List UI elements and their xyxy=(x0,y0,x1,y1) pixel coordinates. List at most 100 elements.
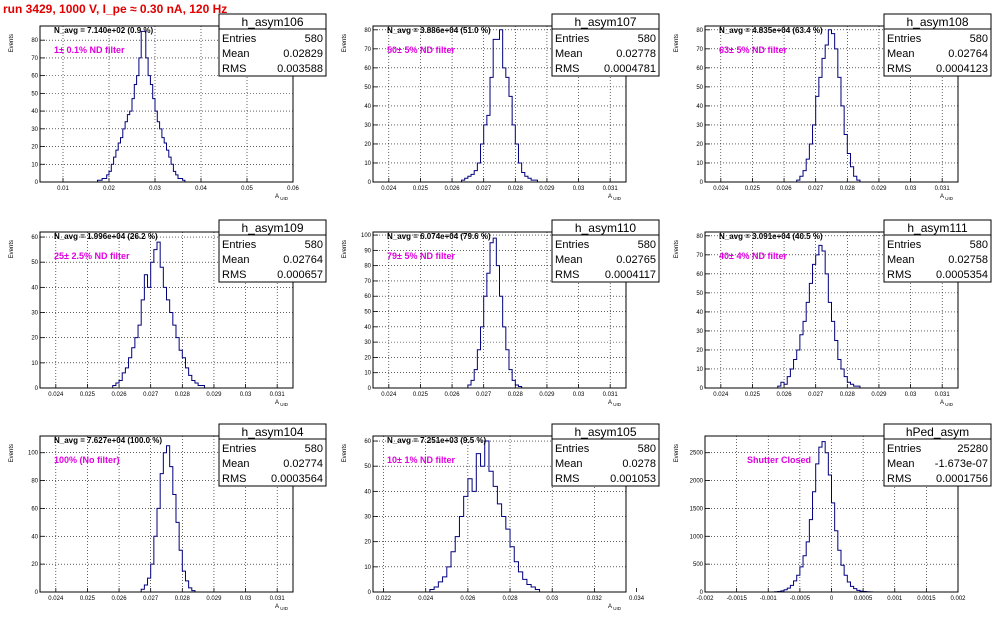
x-tick-label: 0 xyxy=(830,596,834,602)
x-tick-label: 0.027 xyxy=(143,392,159,398)
y-tick-label: 80 xyxy=(696,28,703,34)
x-tick-label: 0.025 xyxy=(80,392,96,398)
histogram-panel: 0.024 0.025 0.026 0.027 0.028 0.029 0.03 0.031 0… xyxy=(9,423,327,611)
x-tick-label: 0.024 xyxy=(48,392,64,398)
stat-label: RMS xyxy=(555,63,579,75)
x-tick-label: 0.03 xyxy=(546,596,558,602)
stat-label: Mean xyxy=(555,458,583,470)
y-tick-label: 80 xyxy=(696,234,703,240)
filter-label: 100% (No filter) xyxy=(54,455,120,465)
histogram-line xyxy=(140,445,196,592)
x-tick-label: 0.028 xyxy=(508,186,524,192)
histogram-panel: -0.002 -0.0015 -0.001 -0.0005 0 0.0005 0.001 0.… xyxy=(674,423,992,602)
histogram-panel: 0.024 0.025 0.026 0.027 0.028 0.029 0.03 0.031 0… xyxy=(9,219,327,407)
x-tick-label: 0.031 xyxy=(935,392,951,398)
y-tick-label: 100 xyxy=(28,451,39,457)
x-tick-label: 0.026 xyxy=(112,596,128,602)
y-tick-label: 500 xyxy=(693,562,704,568)
plot-frame xyxy=(372,231,627,389)
stat-value: 0.003588 xyxy=(277,63,323,75)
filter-label: 25± 2.5% ND filter xyxy=(54,251,130,261)
stat-value: 0.0004781 xyxy=(604,63,656,75)
stat-label: Mean xyxy=(887,254,915,266)
x-tick-label: 0.01 xyxy=(57,186,69,192)
filter-label: 79± 5% ND filter xyxy=(387,251,455,261)
y-tick-label: 10 xyxy=(31,361,38,367)
x-axis-label: A UID xyxy=(275,194,289,201)
y-tick-label: 70 xyxy=(364,279,371,285)
x-tick-label: 0.027 xyxy=(808,186,824,192)
y-tick-label: 20 xyxy=(31,562,38,568)
x-tick-label: 0.05 xyxy=(241,186,253,192)
x-axis-label: A UID xyxy=(608,400,622,407)
filter-label: 10± 1% ND filter xyxy=(387,455,455,465)
y-tick-label: 50 xyxy=(31,91,38,97)
navg-label: N_avg = 3.091e+04 (40.5 %) xyxy=(719,232,823,241)
histogram-panel: 0.024 0.025 0.026 0.027 0.028 0.029 0.03 0.031 0… xyxy=(342,219,660,407)
x-tick-label: 0.024 xyxy=(418,596,434,602)
x-tick-label: 0.024 xyxy=(713,186,729,192)
x-tick-label: 0.031 xyxy=(270,392,286,398)
x-tick-label: 0.03 xyxy=(240,392,252,398)
x-tick-label: 0.03 xyxy=(240,596,252,602)
stat-label: Entries xyxy=(887,443,922,455)
plot-frame xyxy=(39,435,294,593)
stat-value: 0.0004117 xyxy=(605,269,656,281)
x-tick-label: 0.026 xyxy=(445,392,461,398)
stat-label: RMS xyxy=(887,269,911,281)
x-tick-label: 0.028 xyxy=(503,596,519,602)
histogram-name: h_asym110 xyxy=(575,221,636,235)
y-tick-label: 100 xyxy=(361,233,372,239)
y-tick-label: 0 xyxy=(700,180,704,186)
plot-frame xyxy=(39,231,294,389)
histogram-name: hPed_asym xyxy=(906,425,969,439)
y-tick-label: 90 xyxy=(364,248,371,254)
x-axis-label: A UID xyxy=(608,194,622,201)
x-tick-label: 0.028 xyxy=(840,392,856,398)
y-tick-label: 10 xyxy=(696,161,703,167)
x-tick-label: 0.002 xyxy=(950,596,966,602)
y-tick-label: 50 xyxy=(31,260,38,266)
stats-box xyxy=(218,423,327,487)
x-axis-label: A UID xyxy=(275,400,289,407)
x-tick-label: 0.027 xyxy=(476,186,492,192)
y-tick-label: 20 xyxy=(696,142,703,148)
y-tick-label: 80 xyxy=(364,264,371,270)
x-tick-label: 0.03 xyxy=(149,186,161,192)
stat-value: 580 xyxy=(305,33,323,45)
y-tick-label: 30 xyxy=(364,340,371,346)
stat-label: Entries xyxy=(887,239,922,251)
x-tick-label: 0.022 xyxy=(376,596,392,602)
y-tick-label: 40 xyxy=(696,104,703,110)
x-tick-label: 0.027 xyxy=(808,392,824,398)
filter-label: 63± 5% ND filter xyxy=(719,45,787,55)
stat-value: 0.0001756 xyxy=(936,473,988,485)
stats-box xyxy=(551,13,660,77)
x-tick-label: 0.029 xyxy=(206,596,222,602)
stat-label: Entries xyxy=(555,239,590,251)
y-tick-label: 0 xyxy=(35,180,39,186)
stat-value: 0.0004123 xyxy=(936,63,988,75)
filter-label: 50± 5% ND filter xyxy=(387,45,455,55)
y-tick-label: 60 xyxy=(31,506,38,512)
y-tick-label: 60 xyxy=(364,294,371,300)
stat-label: RMS xyxy=(887,63,911,75)
stat-value: 0.0278 xyxy=(622,458,656,470)
histogram-name: h_asym107 xyxy=(574,15,636,29)
histogram-line xyxy=(461,29,538,182)
x-tick-label: 0.025 xyxy=(745,392,761,398)
x-tick-label: 0.029 xyxy=(539,392,555,398)
stat-label: RMS xyxy=(222,269,246,281)
x-tick-label: 0.032 xyxy=(587,596,603,602)
stat-value: 580 xyxy=(305,239,323,251)
y-tick-label: 2500 xyxy=(690,451,704,457)
histogram-name: h_asym108 xyxy=(906,15,968,29)
stat-value: 0.02774 xyxy=(283,458,323,470)
stats-box xyxy=(883,13,992,77)
y-tick-label: 80 xyxy=(31,479,38,485)
x-tick-label: 0.031 xyxy=(603,186,619,192)
y-tick-label: 30 xyxy=(31,127,38,133)
stats-box xyxy=(218,13,327,77)
stat-value: 0.02758 xyxy=(948,254,988,266)
x-tick-label: 0.029 xyxy=(539,186,555,192)
